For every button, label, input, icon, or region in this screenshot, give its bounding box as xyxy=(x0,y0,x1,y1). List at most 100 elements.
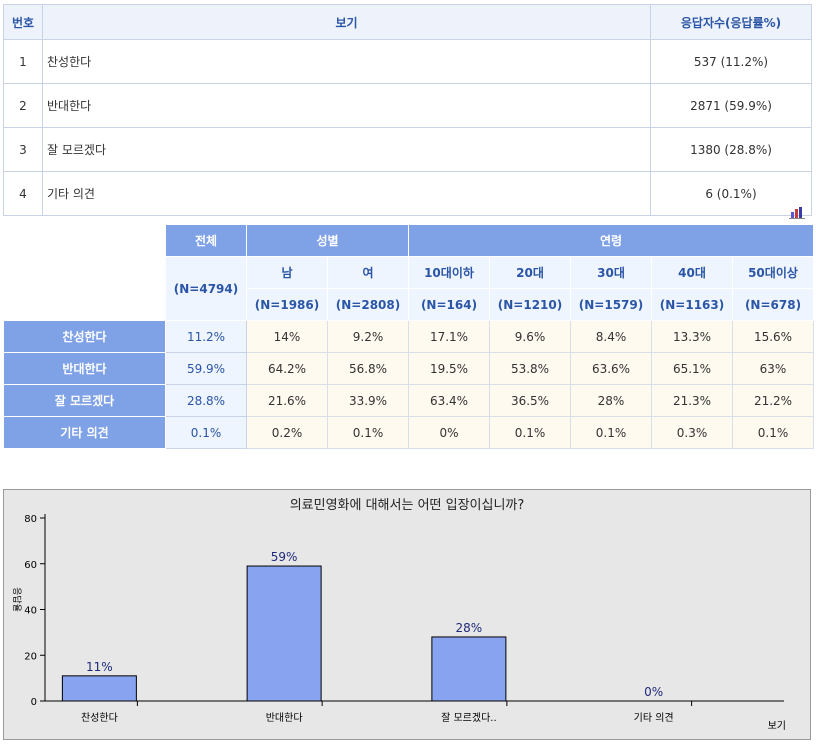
cell-value: 14% xyxy=(246,320,328,353)
column-label: 40대 xyxy=(651,256,733,289)
cell-value: 63.4% xyxy=(408,384,490,417)
row-total: 28.8% xyxy=(165,384,247,417)
x-tick-label: 반대한다 xyxy=(266,712,303,724)
y-tick-label: 0 xyxy=(31,697,37,708)
cell-value: 0.1% xyxy=(570,416,652,449)
crosstab-corner xyxy=(3,224,166,289)
cell-value: 36.5% xyxy=(489,384,571,417)
column-n: (N=1163) xyxy=(651,288,733,321)
cell-value: 56.8% xyxy=(327,352,409,385)
y-tick-label: 60 xyxy=(24,560,37,571)
cell-value: 33.9% xyxy=(327,384,409,417)
row-option: 기타 의견 xyxy=(42,171,651,216)
x-tick-label: 잘 모르겠다.. xyxy=(441,712,497,724)
row-label: 잘 모르겠다 xyxy=(3,384,166,417)
column-n: (N=678) xyxy=(732,288,814,321)
bar xyxy=(431,636,507,702)
column-label: 20대 xyxy=(489,256,571,289)
cell-value: 17.1% xyxy=(408,320,490,353)
y-tick-label: 80 xyxy=(24,514,37,525)
row-count: 537 (11.2%) xyxy=(650,39,812,84)
cell-value: 19.5% xyxy=(408,352,490,385)
row-total: 0.1% xyxy=(165,416,247,449)
header-num: 번호 xyxy=(3,4,43,40)
x-tick-label: 기타 의견 xyxy=(634,712,674,724)
cell-value: 8.4% xyxy=(570,320,652,353)
column-label: 50대이상 xyxy=(732,256,814,289)
data-label: 59% xyxy=(271,550,298,564)
bar-chart-panel: 의료민영화에 대해서는 어떤 입장이십니까? 0 20 40 60 80 응답율 11% 찬성한… xyxy=(3,489,811,740)
column-n: (N=2808) xyxy=(327,288,409,321)
cell-value: 13.3% xyxy=(651,320,733,353)
table-row: 기타 의견 0.1% 0.2% 0.1% 0% 0.1% 0.1% 0.3% 0.1% xyxy=(3,416,814,449)
cell-value: 53.8% xyxy=(489,352,571,385)
response-table-header: 번호 보기 응답자수(응답률%) xyxy=(3,4,812,40)
table-row: 4 기타 의견 6 (0.1%) xyxy=(3,171,812,216)
bar-chart: 의료민영화에 대해서는 어떤 입장이십니까? 0 20 40 60 80 응답율 11% 찬성한… xyxy=(11,498,786,732)
column-label: 여 xyxy=(327,256,409,289)
cell-value: 0% xyxy=(408,416,490,449)
row-num: 4 xyxy=(3,171,43,216)
cell-value: 0.1% xyxy=(327,416,409,449)
table-row: 1 찬성한다 537 (11.2%) xyxy=(3,39,812,84)
response-table: 번호 보기 응답자수(응답률%) 1 찬성한다 537 (11.2%) 2 반대… xyxy=(3,4,812,216)
cell-value: 9.6% xyxy=(489,320,571,353)
y-tick-label: 20 xyxy=(24,651,37,662)
row-label: 반대한다 xyxy=(3,352,166,385)
row-label: 기타 의견 xyxy=(3,416,166,449)
row-label: 찬성한다 xyxy=(3,320,166,353)
column-label: 30대 xyxy=(570,256,652,289)
age-header: 연령 xyxy=(408,224,814,257)
cell-value: 0.1% xyxy=(489,416,571,449)
column-label: 10대이하 xyxy=(408,256,490,289)
cell-value: 0.1% xyxy=(732,416,814,449)
row-num: 3 xyxy=(3,127,43,172)
header-count: 응답자수(응답률%) xyxy=(650,4,812,40)
cell-value: 28% xyxy=(570,384,652,417)
total-n: (N=4794) xyxy=(165,256,247,321)
bar-chart-icon[interactable] xyxy=(789,206,805,219)
row-count: 6 (0.1%) xyxy=(650,171,812,216)
bar xyxy=(61,675,137,702)
x-axis-label: 보기 xyxy=(768,720,786,732)
header-option: 보기 xyxy=(42,4,651,40)
row-count: 1380 (28.8%) xyxy=(650,127,812,172)
gender-header: 성별 xyxy=(246,224,409,257)
row-option: 반대한다 xyxy=(42,83,651,128)
row-total: 59.9% xyxy=(165,352,247,385)
column-n: (N=1986) xyxy=(246,288,328,321)
cell-value: 63.6% xyxy=(570,352,652,385)
y-axis-label: 응답율 xyxy=(11,587,23,612)
table-row: 찬성한다 11.2% 14% 9.2% 17.1% 9.6% 8.4% 13.3% 15.6% xyxy=(3,320,814,353)
total-header: 전체 xyxy=(165,224,247,257)
cell-value: 0.3% xyxy=(651,416,733,449)
data-label: 11% xyxy=(86,660,113,674)
cell-value: 21.3% xyxy=(651,384,733,417)
cell-value: 15.6% xyxy=(732,320,814,353)
table-row: 잘 모르겠다 28.8% 21.6% 33.9% 63.4% 36.5% 28% 21.3% 2… xyxy=(3,384,814,417)
cell-value: 64.2% xyxy=(246,352,328,385)
cell-value: 9.2% xyxy=(327,320,409,353)
bar xyxy=(246,565,322,702)
cell-value: 65.1% xyxy=(651,352,733,385)
crosstab-table: 전체 성별 연령 (N=4794) 남 여 10대이하 20대 30대 40대 … xyxy=(3,224,814,449)
row-num: 1 xyxy=(3,39,43,84)
data-label: 0% xyxy=(644,685,663,699)
x-tick-label: 찬성한다 xyxy=(81,712,118,724)
row-count: 2871 (59.9%) xyxy=(650,83,812,128)
row-option: 잘 모르겠다 xyxy=(42,127,651,172)
cell-value: 21.2% xyxy=(732,384,814,417)
row-num: 2 xyxy=(3,83,43,128)
table-row: 2 반대한다 2871 (59.9%) xyxy=(3,83,812,128)
data-label: 28% xyxy=(456,621,483,635)
column-n: (N=1210) xyxy=(489,288,571,321)
crosstab-corner-lower xyxy=(3,288,166,321)
table-row: 반대한다 59.9% 64.2% 56.8% 19.5% 53.8% 63.6% 65.1% 6… xyxy=(3,352,814,385)
row-total: 11.2% xyxy=(165,320,247,353)
cell-value: 0.2% xyxy=(246,416,328,449)
column-label: 남 xyxy=(246,256,328,289)
column-n: (N=1579) xyxy=(570,288,652,321)
row-option: 찬성한다 xyxy=(42,39,651,84)
chart-title: 의료민영화에 대해서는 어떤 입장이십니까? xyxy=(290,498,525,513)
cell-value: 63% xyxy=(732,352,814,385)
